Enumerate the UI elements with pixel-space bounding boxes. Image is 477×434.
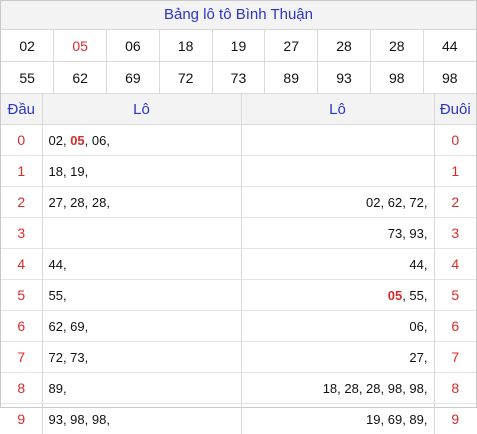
row-duoi: 0 [434,125,476,156]
row-duoi: 4 [434,249,476,280]
result-number: 18 [159,30,212,62]
row-lo-right: 05, 55, [241,280,434,311]
header-duoi: Đuôi [434,94,476,125]
row-dau: 7 [1,342,42,373]
result-number: 27 [265,30,318,62]
row-lo-right: 19, 69, 89, [241,404,434,434]
highlighted-number: 05 [70,133,84,148]
result-number: 62 [54,62,107,94]
row-lo-right [241,125,434,156]
row-dau: 5 [1,280,42,311]
result-number: 28 [318,30,371,62]
row-lo-left: 27, 28, 28, [42,187,241,218]
header-lo-right: Lô [241,94,434,125]
row-lo-right: 73, 93, [241,218,434,249]
result-number: 28 [370,30,423,62]
result-number: 05 [54,30,107,62]
result-number: 98 [423,62,476,94]
row-lo-left: 55, [42,280,241,311]
row-duoi: 7 [434,342,476,373]
header-dau: Đầu [1,94,42,125]
row-dau: 8 [1,373,42,404]
row-dau: 9 [1,404,42,434]
row-lo-left: 62, 69, [42,311,241,342]
result-number: 19 [212,30,265,62]
row-duoi: 8 [434,373,476,404]
result-number: 93 [318,62,371,94]
board-title: Bảng lô tô Bình Thuận [1,1,476,30]
row-lo-left: 89, [42,373,241,404]
row-duoi: 9 [434,404,476,434]
row-dau: 6 [1,311,42,342]
row-lo-right: 06, [241,311,434,342]
row-lo-left: 18, 19, [42,156,241,187]
result-number: 73 [212,62,265,94]
row-duoi: 6 [434,311,476,342]
row-duoi: 2 [434,187,476,218]
row-lo-left: 93, 98, 98, [42,404,241,434]
result-number: 98 [370,62,423,94]
row-dau: 1 [1,156,42,187]
result-number: 02 [1,30,54,62]
result-number: 69 [107,62,160,94]
lo-to-header-row: Đầu Lô Lô Đuôi [1,94,476,125]
row-lo-right [241,156,434,187]
row-duoi: 5 [434,280,476,311]
header-lo-left: Lô [42,94,241,125]
result-number: 55 [1,62,54,94]
result-number: 06 [107,30,160,62]
highlighted-number: 05 [388,288,402,303]
row-lo-left: 72, 73, [42,342,241,373]
row-lo-left [42,218,241,249]
row-duoi: 3 [434,218,476,249]
row-dau: 4 [1,249,42,280]
result-number: 72 [159,62,212,94]
row-dau: 2 [1,187,42,218]
row-dau: 0 [1,125,42,156]
result-number: 44 [423,30,476,62]
row-lo-right: 44, [241,249,434,280]
row-lo-right: 18, 28, 28, 98, 98, [241,373,434,404]
row-dau: 3 [1,218,42,249]
result-number: 89 [265,62,318,94]
row-lo-right: 27, [241,342,434,373]
row-lo-left: 02, 05, 06, [42,125,241,156]
row-lo-left: 44, [42,249,241,280]
row-duoi: 1 [434,156,476,187]
row-lo-right: 02, 62, 72, [241,187,434,218]
